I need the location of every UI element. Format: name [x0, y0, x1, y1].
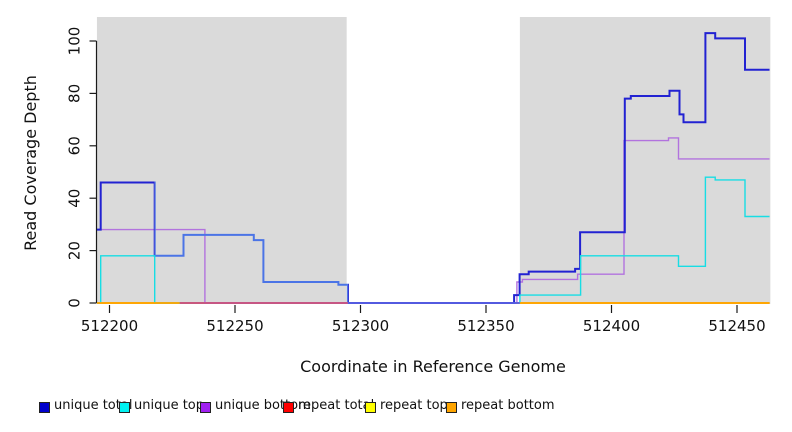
legend-label: repeat total: [298, 398, 375, 413]
y-tick-label: 20: [66, 241, 84, 260]
series-unique-total-line: [154, 181, 348, 304]
x-tick-label: 512350: [457, 317, 514, 335]
y-tick-label: 0: [66, 298, 84, 308]
x-axis-title: Coordinate in Reference Genome: [300, 357, 566, 376]
y-tick-label: 40: [66, 189, 84, 208]
x-tick-label: 512200: [81, 317, 138, 335]
legend-swatch-repeat-bottom: [446, 402, 457, 413]
legend-swatch-unique-top: [119, 402, 130, 413]
legend-label: unique bottom: [215, 398, 311, 413]
series-unique-top-line: [97, 176, 770, 304]
y-tick-label: 60: [66, 136, 84, 155]
legend-swatch-unique-bottom: [200, 402, 211, 413]
y-tick-label: 80: [66, 84, 84, 103]
y-axis-title: Read Coverage Depth: [21, 75, 40, 251]
x-tick-label: 512400: [583, 317, 640, 335]
x-tick-label: 512300: [332, 317, 389, 335]
plot-panel-left: [96, 17, 347, 304]
legend-label: unique top: [134, 398, 205, 413]
legend-label: repeat top: [380, 398, 448, 413]
x-tick-label: 512450: [708, 317, 765, 335]
legend-swatch-unique-total: [39, 402, 50, 413]
legend-swatch-repeat-top: [365, 402, 376, 413]
y-tick-label: 100: [66, 27, 84, 56]
legend-label: unique total: [54, 398, 133, 413]
legend-swatch-repeat-total: [283, 402, 294, 413]
legend-label: repeat bottom: [461, 398, 555, 413]
x-tick-label: 512250: [206, 317, 263, 335]
plot-panel-right: [519, 17, 771, 304]
series-unique-total-line: [347, 32, 770, 304]
